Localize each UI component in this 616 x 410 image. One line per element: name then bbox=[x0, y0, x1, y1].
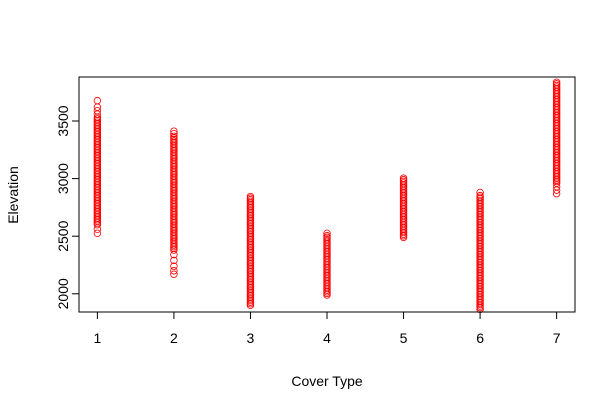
data-points bbox=[93, 78, 561, 314]
data-point-outlier bbox=[476, 188, 484, 197]
data-point bbox=[552, 78, 561, 86]
x-tick-label: 3 bbox=[247, 330, 255, 346]
data-point bbox=[246, 192, 255, 201]
data-point-outlier bbox=[93, 96, 102, 105]
y-tick-label: 2000 bbox=[55, 278, 71, 309]
data-point-outlier bbox=[93, 220, 102, 229]
plot-frame bbox=[78, 76, 576, 313]
data-point-outlier bbox=[170, 256, 178, 265]
x-tick-label: 2 bbox=[170, 330, 178, 346]
data-point-outlier bbox=[93, 225, 102, 233]
data-point-outlier bbox=[170, 129, 178, 138]
y-tick-label: 3500 bbox=[55, 105, 71, 136]
data-point-outlier bbox=[170, 270, 178, 278]
x-tick-label: 7 bbox=[553, 330, 561, 346]
y-axis-title: Elevation bbox=[5, 166, 21, 224]
x-axis-title: Cover Type bbox=[291, 373, 363, 389]
data-point-outlier bbox=[93, 110, 102, 118]
data-point bbox=[170, 132, 178, 140]
x-tick-label: 6 bbox=[476, 330, 484, 346]
y-tick-label: 3000 bbox=[55, 163, 71, 194]
data-point-outlier bbox=[323, 229, 331, 238]
x-tick-label: 1 bbox=[93, 330, 101, 346]
x-tick-label: 4 bbox=[323, 330, 331, 346]
data-point-outlier bbox=[552, 186, 561, 194]
data-point bbox=[399, 174, 408, 182]
data-point-outlier bbox=[170, 250, 178, 259]
x-axis: 1 2 3 4 5 6 7 bbox=[93, 311, 561, 346]
data-point-outlier bbox=[170, 127, 178, 135]
data-point bbox=[476, 191, 484, 200]
data-point-outlier bbox=[170, 267, 178, 275]
y-tick-label: 2500 bbox=[55, 220, 71, 251]
data-point-outlier bbox=[170, 262, 178, 270]
data-point-outlier bbox=[93, 229, 102, 238]
x-tick-label: 5 bbox=[400, 330, 408, 346]
data-point-outlier bbox=[93, 106, 102, 115]
data-point-outlier bbox=[552, 189, 561, 198]
data-point-outlier bbox=[170, 246, 178, 254]
data-point bbox=[323, 232, 331, 240]
y-axis: 2000 2500 3000 3500 bbox=[55, 105, 80, 309]
